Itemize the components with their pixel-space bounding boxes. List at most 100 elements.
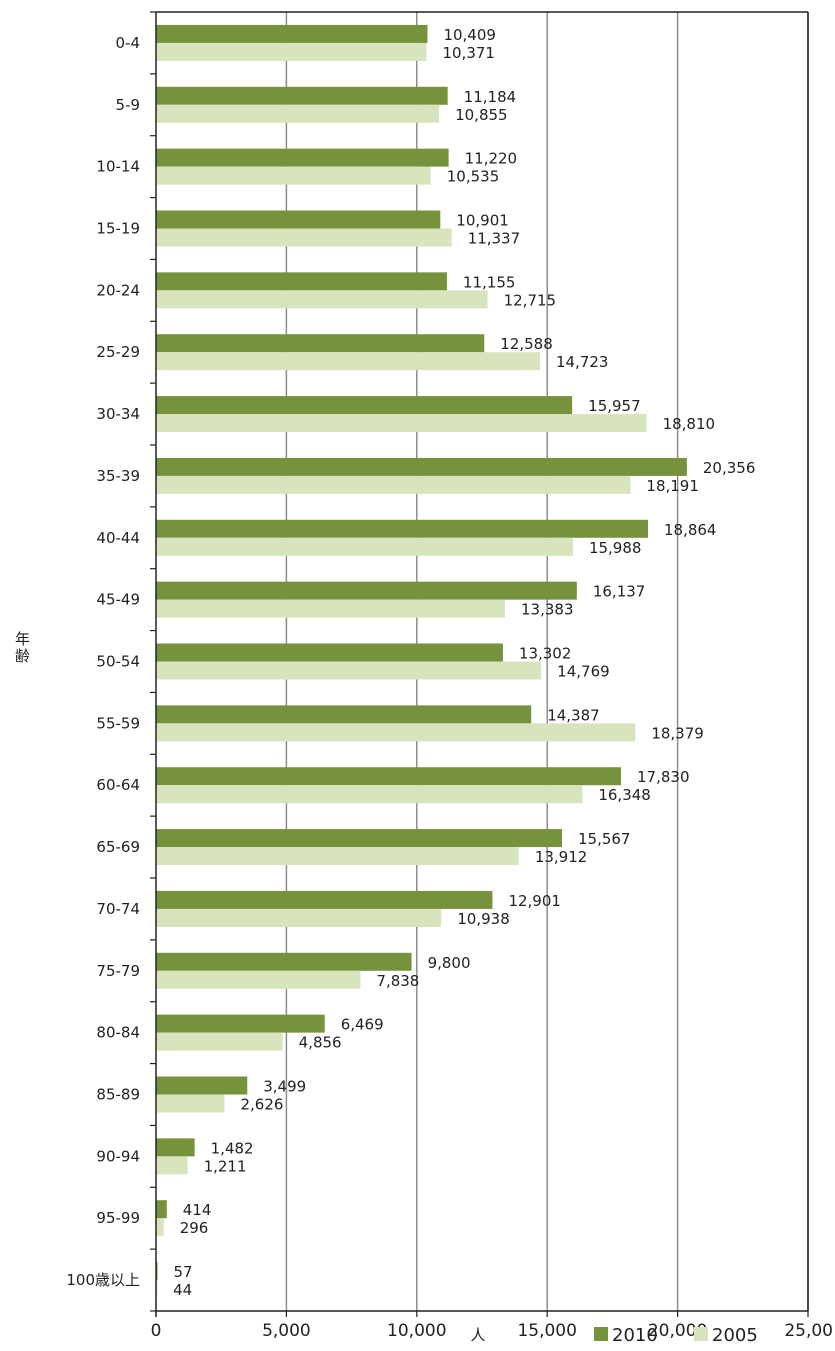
legend-swatch-2005 bbox=[694, 1327, 708, 1341]
bar-2005-2 bbox=[156, 166, 431, 185]
data-label-2010-9: 16,137 bbox=[593, 583, 646, 601]
bar-2005-13 bbox=[156, 847, 519, 866]
data-label-2010-8: 18,864 bbox=[664, 521, 717, 539]
category-label-2: 10-14 bbox=[96, 158, 140, 176]
category-label-8: 40-44 bbox=[96, 529, 140, 547]
data-label-2010-19: 414 bbox=[183, 1201, 212, 1219]
bar-2010-9 bbox=[156, 581, 577, 600]
x-tick-label-4: 20,000 bbox=[648, 1321, 707, 1341]
bar-2010-12 bbox=[156, 767, 622, 786]
bar-2005-1 bbox=[156, 104, 440, 123]
bar-2010-10 bbox=[156, 643, 503, 662]
legend-label-2005: 2005 bbox=[712, 1325, 758, 1346]
data-label-2005-14: 10,938 bbox=[457, 910, 510, 928]
category-label-11: 55-59 bbox=[96, 714, 140, 732]
data-label-2005-18: 1,211 bbox=[204, 1157, 247, 1175]
data-label-2005-9: 13,383 bbox=[521, 601, 574, 619]
category-label-4: 20-24 bbox=[96, 281, 140, 299]
bar-2005-14 bbox=[156, 908, 442, 927]
data-label-2010-12: 17,830 bbox=[637, 768, 690, 786]
data-label-2010-2: 11,220 bbox=[465, 150, 518, 168]
bar-2005-0 bbox=[156, 42, 427, 61]
category-label-9: 45-49 bbox=[96, 591, 140, 609]
bar-2005-3 bbox=[156, 228, 452, 247]
bar-2005-15 bbox=[156, 970, 361, 989]
data-label-2005-8: 15,988 bbox=[589, 539, 642, 557]
x-axis-title: 人 bbox=[470, 1326, 485, 1344]
category-label-7: 35-39 bbox=[96, 467, 140, 485]
data-label-2005-11: 18,379 bbox=[651, 724, 704, 742]
bar-2010-0 bbox=[156, 24, 428, 43]
bars bbox=[156, 24, 687, 1299]
bar-2010-7 bbox=[156, 457, 687, 476]
data-label-2005-13: 13,912 bbox=[535, 848, 588, 866]
x-tick-label-1: 5,000 bbox=[262, 1321, 311, 1341]
category-label-19: 95-99 bbox=[96, 1209, 140, 1227]
data-label-2005-5: 14,723 bbox=[556, 353, 609, 371]
category-label-17: 85-89 bbox=[96, 1086, 140, 1104]
data-label-2005-2: 10,535 bbox=[447, 168, 500, 186]
category-label-6: 30-34 bbox=[96, 405, 140, 423]
bar-2010-3 bbox=[156, 210, 441, 229]
bar-2010-5 bbox=[156, 334, 485, 353]
category-label-15: 75-79 bbox=[96, 962, 140, 980]
x-tick-label-3: 15,000 bbox=[517, 1321, 576, 1341]
category-label-1: 5-9 bbox=[116, 96, 141, 114]
bar-2010-13 bbox=[156, 829, 562, 848]
bar-2005-7 bbox=[156, 475, 631, 494]
data-label-2005-20: 44 bbox=[173, 1281, 192, 1299]
bar-2010-2 bbox=[156, 148, 449, 167]
legend-label-2010: 2010 bbox=[612, 1325, 658, 1346]
bar-2005-6 bbox=[156, 414, 647, 433]
bar-2005-19 bbox=[156, 1218, 164, 1237]
bar-2010-14 bbox=[156, 890, 493, 909]
data-label-2005-1: 10,855 bbox=[455, 106, 508, 124]
category-label-5: 25-29 bbox=[96, 343, 140, 361]
data-label-2010-0: 10,409 bbox=[443, 26, 496, 44]
data-label-2005-6: 18,810 bbox=[663, 415, 716, 433]
bar-2010-17 bbox=[156, 1076, 248, 1095]
category-label-13: 65-69 bbox=[96, 838, 140, 856]
data-label-2010-6: 15,957 bbox=[588, 397, 641, 415]
bar-2005-4 bbox=[156, 290, 488, 309]
data-label-2010-16: 6,469 bbox=[341, 1016, 384, 1034]
data-label-2005-16: 4,856 bbox=[299, 1034, 342, 1052]
axes bbox=[150, 11, 809, 1317]
bar-2010-8 bbox=[156, 519, 648, 538]
data-label-2010-18: 1,482 bbox=[211, 1139, 254, 1157]
bar-2005-5 bbox=[156, 352, 540, 371]
legend-swatch-2010 bbox=[594, 1327, 608, 1341]
data-label-2010-10: 13,302 bbox=[519, 645, 572, 663]
data-label-2005-0: 10,371 bbox=[442, 44, 495, 62]
bar-2005-10 bbox=[156, 661, 542, 680]
data-label-2010-7: 20,356 bbox=[703, 459, 756, 477]
bar-2010-18 bbox=[156, 1138, 195, 1157]
bar-2010-11 bbox=[156, 705, 532, 724]
data-label-2010-3: 10,901 bbox=[456, 212, 509, 230]
bar-2005-17 bbox=[156, 1094, 225, 1113]
category-label-3: 15-19 bbox=[96, 220, 140, 238]
bar-2010-4 bbox=[156, 272, 447, 291]
bar-2010-1 bbox=[156, 86, 448, 105]
data-label-2005-17: 2,626 bbox=[240, 1096, 283, 1114]
data-label-2005-4: 12,715 bbox=[504, 291, 556, 309]
data-label-2010-14: 12,901 bbox=[508, 892, 561, 910]
category-label-0: 0-4 bbox=[116, 34, 141, 52]
bar-2005-18 bbox=[156, 1156, 188, 1175]
data-label-2010-15: 9,800 bbox=[428, 954, 471, 972]
category-labels: 0-4 5-9 10-14 15-19 20-24 25-29 30-34 35-39 40-4… bbox=[66, 34, 140, 1289]
bar-2005-11 bbox=[156, 723, 636, 742]
category-label-16: 80-84 bbox=[96, 1024, 140, 1042]
data-label-2010-11: 14,387 bbox=[547, 706, 600, 724]
data-label-2005-15: 7,838 bbox=[376, 972, 419, 990]
x-tick-labels: 0 5,000 10,000 15,000 20,000 25,00 bbox=[151, 1321, 833, 1341]
bar-2005-12 bbox=[156, 785, 583, 804]
data-label-2005-7: 18,191 bbox=[646, 477, 699, 495]
data-label-2010-13: 15,567 bbox=[578, 830, 631, 848]
category-label-12: 60-64 bbox=[96, 776, 140, 794]
data-label-2010-20: 57 bbox=[173, 1263, 192, 1281]
category-label-14: 70-74 bbox=[96, 900, 140, 918]
data-label-2005-3: 11,337 bbox=[468, 230, 521, 248]
